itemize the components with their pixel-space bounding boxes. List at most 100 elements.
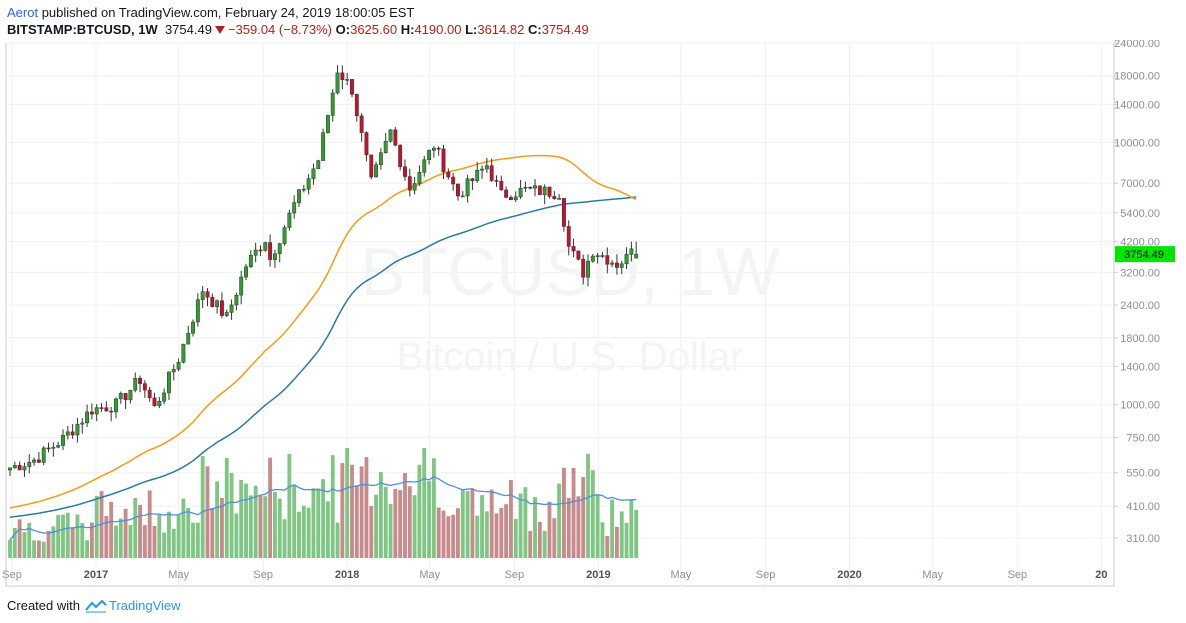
- created-with-label: Created with: [7, 598, 80, 613]
- candle-body: [195, 299, 200, 323]
- candle-body: [253, 249, 258, 256]
- volume-bar: [195, 522, 200, 558]
- candle-body: [359, 115, 364, 133]
- candle-body: [398, 144, 403, 167]
- candle-body: [316, 160, 321, 170]
- y-tick-label: 24000.00: [1114, 40, 1160, 50]
- candle-body: [354, 94, 359, 117]
- tradingview-link[interactable]: TradingView: [108, 598, 181, 613]
- volume-bar: [403, 473, 407, 558]
- volume-bar: [605, 535, 610, 558]
- volume-bar: [186, 507, 191, 558]
- volume-bar: [85, 540, 89, 558]
- volume-bar: [109, 501, 114, 558]
- candle-body: [80, 422, 85, 425]
- candle-body: [99, 407, 104, 409]
- volume-bar: [94, 495, 99, 558]
- candle-body: [142, 383, 147, 391]
- volume-bar: [292, 484, 297, 558]
- candle-body: [167, 371, 171, 394]
- volume-bar: [65, 512, 70, 558]
- candle-body: [114, 398, 118, 413]
- candle-body: [600, 255, 605, 257]
- author-link[interactable]: Aerot: [7, 5, 39, 20]
- volume-bar: [369, 505, 374, 558]
- volume-bar: [287, 453, 292, 558]
- candles: [8, 65, 639, 477]
- candle-body: [268, 242, 273, 260]
- volume-bar: [330, 455, 335, 558]
- y-tick-label: 550.00: [1126, 468, 1160, 480]
- volume-bar: [364, 457, 369, 558]
- candle-body: [171, 368, 176, 373]
- symbol-info: BITSTAMP:BTCUSD, 1W 3754.49 −359.04 (−8.7…: [7, 22, 589, 37]
- candle-body: [263, 242, 268, 251]
- volume-bar: [277, 498, 282, 558]
- footer: Created with TradingView: [7, 598, 181, 613]
- volume-bar: [456, 508, 460, 558]
- volume-bar: [118, 518, 123, 558]
- candle-body: [191, 321, 195, 334]
- volume-bar: [200, 456, 205, 558]
- volume-bar: [513, 518, 518, 558]
- volume-bar: [239, 479, 244, 558]
- ma-slow-line: [9, 196, 637, 518]
- volume-bar: [181, 498, 186, 558]
- volume-bar: [152, 525, 157, 558]
- volume-bar: [398, 490, 403, 558]
- candle-body: [224, 312, 229, 316]
- candle-body: [489, 165, 494, 181]
- candle-body: [393, 129, 398, 146]
- chart-area[interactable]: BTCUSD, 1W Bitcoin / U.S. Dollar 24000.00…: [0, 38, 1186, 602]
- volume-bar: [171, 528, 176, 558]
- volume-bar: [412, 495, 417, 558]
- candle-body: [542, 186, 547, 196]
- watermark: BTCUSD, 1W Bitcoin / U.S. Dollar: [360, 234, 779, 379]
- volume-ma-line: [9, 475, 637, 541]
- x-tick-label: 2020: [837, 569, 861, 581]
- candle-body: [282, 227, 287, 244]
- symbol-label: BITSTAMP:BTCUSD, 1W: [7, 22, 158, 37]
- candle-body: [61, 434, 65, 446]
- volume-bar: [142, 525, 147, 558]
- volume-bar: [576, 496, 581, 558]
- candle-body: [229, 304, 234, 313]
- volume-bar: [562, 467, 566, 558]
- volume-bar: [528, 530, 533, 558]
- volume-bar: [316, 488, 321, 558]
- volume-bar: [51, 526, 56, 558]
- volume-bar: [629, 499, 634, 558]
- candle-body: [36, 459, 41, 463]
- volume-bar: [114, 525, 118, 558]
- candle-body: [70, 431, 75, 436]
- candle-body: [94, 407, 99, 415]
- volume-bar: [176, 514, 181, 558]
- watermark-name: Bitcoin / U.S. Dollar: [397, 335, 744, 379]
- down-triangle-icon: [214, 26, 225, 34]
- volume-bar: [422, 448, 427, 558]
- candle-body: [162, 392, 167, 402]
- volume-bar: [504, 504, 509, 558]
- grid-lines: [5, 42, 1115, 598]
- volume-bar: [489, 489, 494, 558]
- candle-body: [576, 250, 581, 260]
- candle-body: [417, 172, 422, 184]
- y-tick-label: 2400.00: [1120, 300, 1160, 312]
- price-chart[interactable]: BTCUSD, 1W Bitcoin / U.S. Dollar 24000.00…: [0, 38, 1186, 602]
- candle-body: [234, 294, 239, 306]
- volume-bar: [595, 495, 600, 558]
- volume-bar: [547, 501, 552, 558]
- volume-bar: [465, 491, 470, 558]
- candle-body: [133, 378, 138, 391]
- volume-bar: [229, 472, 234, 558]
- volume-bar: [441, 510, 446, 558]
- open-label: O:: [335, 22, 351, 37]
- volume-bar: [311, 488, 316, 558]
- volume-bar: [41, 541, 46, 558]
- candle-body: [523, 187, 528, 189]
- candle-body: [378, 152, 383, 165]
- x-tick-label: 2017: [84, 569, 108, 581]
- volume-bar: [542, 530, 547, 558]
- last-price-tag: [1115, 246, 1175, 263]
- candle-body: [321, 132, 326, 161]
